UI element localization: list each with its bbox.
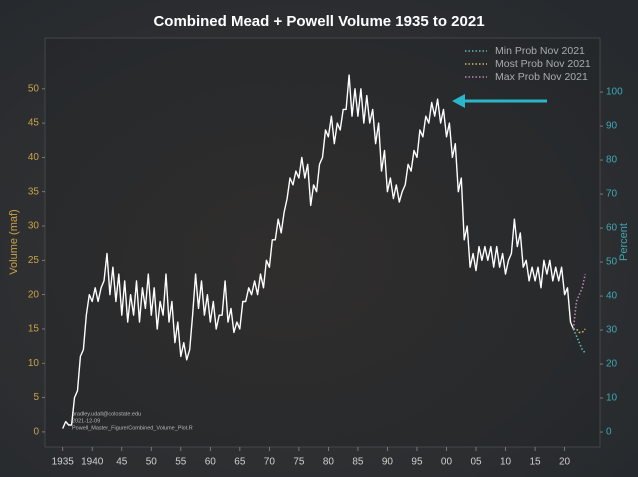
x-tick-label: 00 — [441, 457, 453, 468]
arrow-head — [452, 94, 465, 108]
y-tick-label: 20 — [28, 289, 40, 300]
y2-tick-label: 40 — [606, 291, 618, 302]
x-tick-label: 05 — [470, 457, 482, 468]
annotation: 2021-12-09 — [72, 418, 100, 424]
arrow — [452, 94, 547, 108]
y-tick-label: 10 — [28, 358, 40, 369]
y2-tick-label: 70 — [606, 189, 618, 200]
y2-tick-label: 90 — [606, 121, 618, 132]
x-tick-label: 50 — [146, 457, 158, 468]
y2-tick-label: 100 — [606, 87, 623, 98]
x-tick-label: 45 — [116, 457, 128, 468]
x-tick-label: 90 — [382, 457, 394, 468]
y-tick-label: 0 — [33, 427, 39, 438]
forecast-line — [572, 328, 586, 354]
data-line — [62, 74, 575, 429]
y-tick-label: 25 — [28, 255, 40, 266]
chart-title: Combined Mead + Powell Volume 1935 to 20… — [153, 13, 484, 30]
forecast-line — [572, 273, 586, 330]
y2-tick-label: 60 — [606, 223, 618, 234]
x-tick-label: 1940 — [81, 457, 104, 468]
y2-tick-label: 80 — [606, 155, 618, 166]
x-tick-label: 10 — [500, 457, 512, 468]
x-tick-label: 80 — [323, 457, 335, 468]
y-axis-label: Volume (maf) — [8, 209, 20, 274]
y-tick-label: 30 — [28, 221, 40, 232]
legend-label: Max Prob Nov 2021 — [495, 71, 588, 83]
x-tick-label: 65 — [234, 457, 246, 468]
y2-axis-label: Percent — [618, 223, 630, 261]
x-tick-label: 75 — [293, 457, 305, 468]
annotation: Powell_Master_Figure/Combined_Volume_Plo… — [72, 425, 193, 431]
x-tick-label: 85 — [352, 457, 364, 468]
y-tick-label: 50 — [28, 83, 40, 94]
x-tick-label: 1935 — [52, 457, 75, 468]
y2-tick-label: 0 — [606, 427, 612, 438]
y2-tick-label: 50 — [606, 257, 618, 268]
y2-tick-label: 30 — [606, 325, 618, 336]
x-tick-label: 95 — [411, 457, 423, 468]
forecast-line — [573, 328, 586, 334]
annotation: bradley.udall@colostate.edu — [72, 411, 141, 417]
y-tick-label: 45 — [28, 118, 40, 129]
legend-label: Min Prob Nov 2021 — [495, 45, 585, 57]
x-tick-label: 55 — [175, 457, 187, 468]
x-tick-label: 20 — [559, 457, 571, 468]
y-tick-label: 5 — [33, 392, 39, 403]
x-tick-label: 70 — [264, 457, 276, 468]
y2-tick-label: 10 — [606, 393, 618, 404]
y-tick-label: 35 — [28, 186, 40, 197]
plot-area — [44, 37, 601, 448]
y2-tick-label: 20 — [606, 359, 618, 370]
legend-label: Most Prob Nov 2021 — [495, 58, 591, 70]
y-tick-label: 15 — [28, 324, 40, 335]
y-tick-label: 40 — [28, 152, 40, 163]
x-tick-label: 60 — [205, 457, 217, 468]
x-tick-label: 15 — [529, 457, 541, 468]
